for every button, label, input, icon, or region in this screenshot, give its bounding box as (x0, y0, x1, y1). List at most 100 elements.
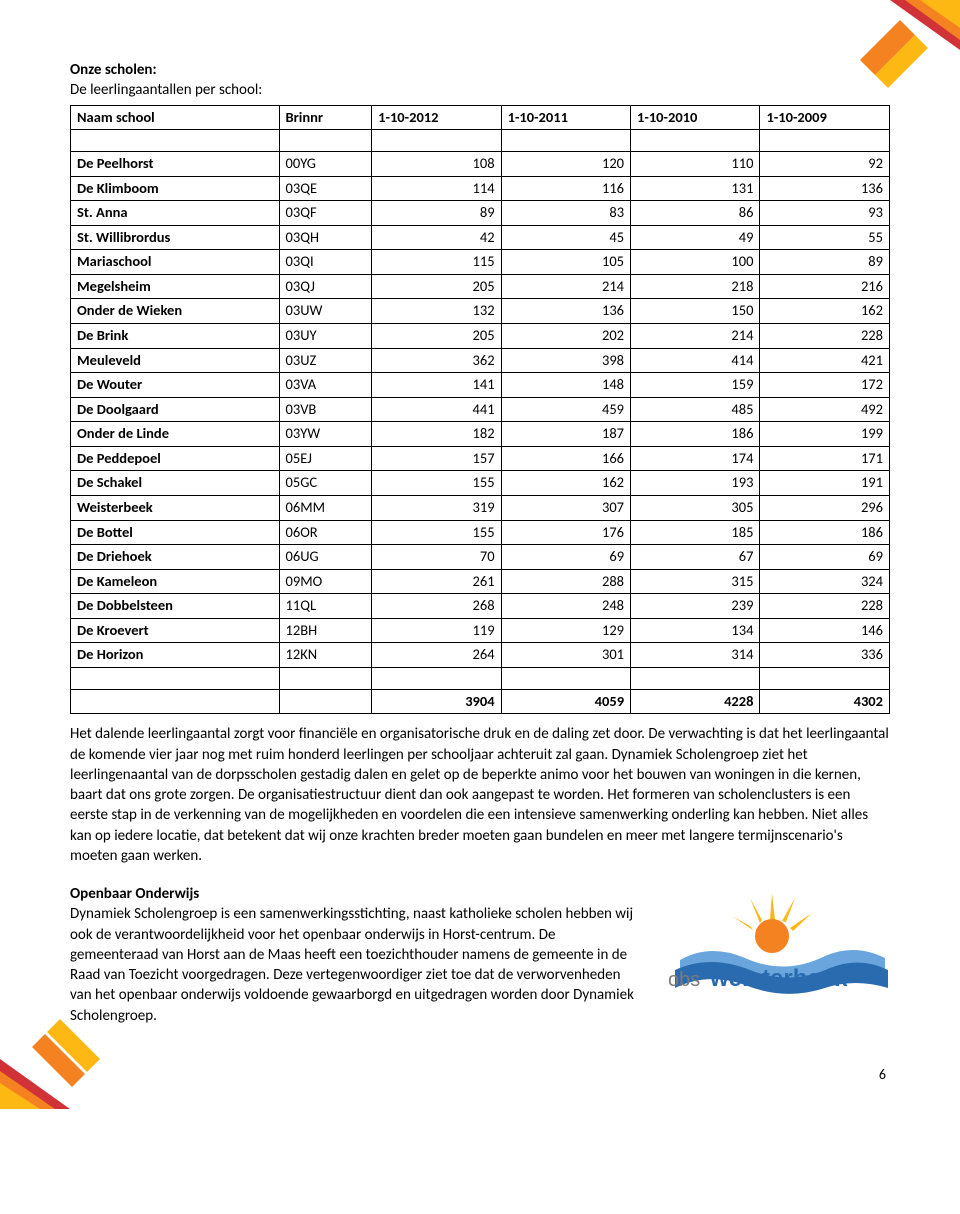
table-cell: 172 (760, 373, 890, 398)
table-row: De Wouter03VA141148159172 (71, 373, 890, 398)
table-cell: 182 (372, 422, 501, 447)
table-row: De Kroevert12BH119129134146 (71, 618, 890, 643)
table-total-cell: 4302 (760, 689, 890, 714)
table-gap-cell (279, 130, 372, 152)
table-cell: 157 (372, 446, 501, 471)
table-cell: 166 (501, 446, 630, 471)
table-cell: 459 (501, 397, 630, 422)
table-cell: 307 (501, 495, 630, 520)
table-total-cell: 4228 (631, 689, 760, 714)
table-cell: 162 (760, 299, 890, 324)
table-gap-cell (760, 667, 890, 689)
table-cell: 296 (760, 495, 890, 520)
table-totals-row: 3904405942284302 (71, 689, 890, 714)
table-cell: Mariaschool (71, 250, 280, 275)
table-cell: 42 (372, 225, 501, 250)
table-cell: 441 (372, 397, 501, 422)
table-cell: 159 (631, 373, 760, 398)
table-gap-cell (501, 667, 630, 689)
table-gap-cell (631, 130, 760, 152)
table-cell: 155 (372, 520, 501, 545)
table-cell: 03UY (279, 324, 372, 349)
table-cell: Onder de Wieken (71, 299, 280, 324)
table-cell: De Doolgaard (71, 397, 280, 422)
table-row: Onder de Wieken03UW132136150162 (71, 299, 890, 324)
table-cell: 12BH (279, 618, 372, 643)
col-header: Brinnr (279, 105, 372, 130)
table-row: De Doolgaard03VB441459485492 (71, 397, 890, 422)
table-cell: 301 (501, 643, 630, 668)
table-cell: 03QH (279, 225, 372, 250)
table-cell: 03YW (279, 422, 372, 447)
table-cell: 114 (372, 176, 501, 201)
table-cell: 83 (501, 201, 630, 226)
table-gap-cell (631, 667, 760, 689)
table-total-cell: 3904 (372, 689, 501, 714)
col-header: 1-10-2012 (372, 105, 501, 130)
table-cell: 398 (501, 348, 630, 373)
table-row: De Kameleon09MO261288315324 (71, 569, 890, 594)
table-cell: 49 (631, 225, 760, 250)
table-cell: 129 (501, 618, 630, 643)
table-cell: De Kameleon (71, 569, 280, 594)
table-row: De Peelhorst00YG10812011092 (71, 152, 890, 177)
table-row: De Bottel06OR155176185186 (71, 520, 890, 545)
table-cell: 288 (501, 569, 630, 594)
table-row: Meuleveld03UZ362398414421 (71, 348, 890, 373)
table-cell: 362 (372, 348, 501, 373)
table-cell: St. Willibrordus (71, 225, 280, 250)
table-cell: De Wouter (71, 373, 280, 398)
table-row: Megelsheim03QJ205214218216 (71, 274, 890, 299)
table-cell: 131 (631, 176, 760, 201)
table-cell: 186 (760, 520, 890, 545)
table-cell: 03QJ (279, 274, 372, 299)
table-cell: 150 (631, 299, 760, 324)
table-cell: 239 (631, 594, 760, 619)
page-subtitle: De leerlingaantallen per school: (70, 80, 890, 100)
table-cell: 100 (631, 250, 760, 275)
table-cell: 324 (760, 569, 890, 594)
table-cell: 00YG (279, 152, 372, 177)
page-number: 6 (70, 1066, 890, 1085)
table-cell: 186 (631, 422, 760, 447)
table-cell: 162 (501, 471, 630, 496)
table-cell: 03QI (279, 250, 372, 275)
table-cell: 264 (372, 643, 501, 668)
table-cell: 03VA (279, 373, 372, 398)
table-cell: 261 (372, 569, 501, 594)
table-cell: De Horizon (71, 643, 280, 668)
table-total-cell (279, 689, 372, 714)
table-cell: 136 (760, 176, 890, 201)
table-cell: 191 (760, 471, 890, 496)
table-cell: 06MM (279, 495, 372, 520)
table-row: De Horizon12KN264301314336 (71, 643, 890, 668)
table-cell: 119 (372, 618, 501, 643)
table-cell: Meuleveld (71, 348, 280, 373)
table-gap-cell (372, 667, 501, 689)
table-cell: 319 (372, 495, 501, 520)
table-gap-cell (279, 667, 372, 689)
table-cell: 110 (631, 152, 760, 177)
logo-text-prefix: obs (668, 969, 700, 991)
table-cell: 202 (501, 324, 630, 349)
table-cell: 55 (760, 225, 890, 250)
table-cell: 218 (631, 274, 760, 299)
table-row: De Schakel05GC155162193191 (71, 471, 890, 496)
table-cell: 248 (501, 594, 630, 619)
table-row: De Dobbelsteen11QL268248239228 (71, 594, 890, 619)
table-cell: 414 (631, 348, 760, 373)
table-cell: 228 (760, 594, 890, 619)
table-cell: 214 (501, 274, 630, 299)
table-cell: 268 (372, 594, 501, 619)
table-cell: 03UZ (279, 348, 372, 373)
table-cell: 45 (501, 225, 630, 250)
table-cell: De Schakel (71, 471, 280, 496)
table-cell: 205 (372, 274, 501, 299)
table-total-cell: 4059 (501, 689, 630, 714)
table-header-row: Naam school Brinnr 1-10-2012 1-10-2011 1… (71, 105, 890, 130)
table-cell: De Brink (71, 324, 280, 349)
col-header: 1-10-2009 (760, 105, 890, 130)
table-cell: 155 (372, 471, 501, 496)
table-row: St. Anna03QF89838693 (71, 201, 890, 226)
table-cell: 11QL (279, 594, 372, 619)
